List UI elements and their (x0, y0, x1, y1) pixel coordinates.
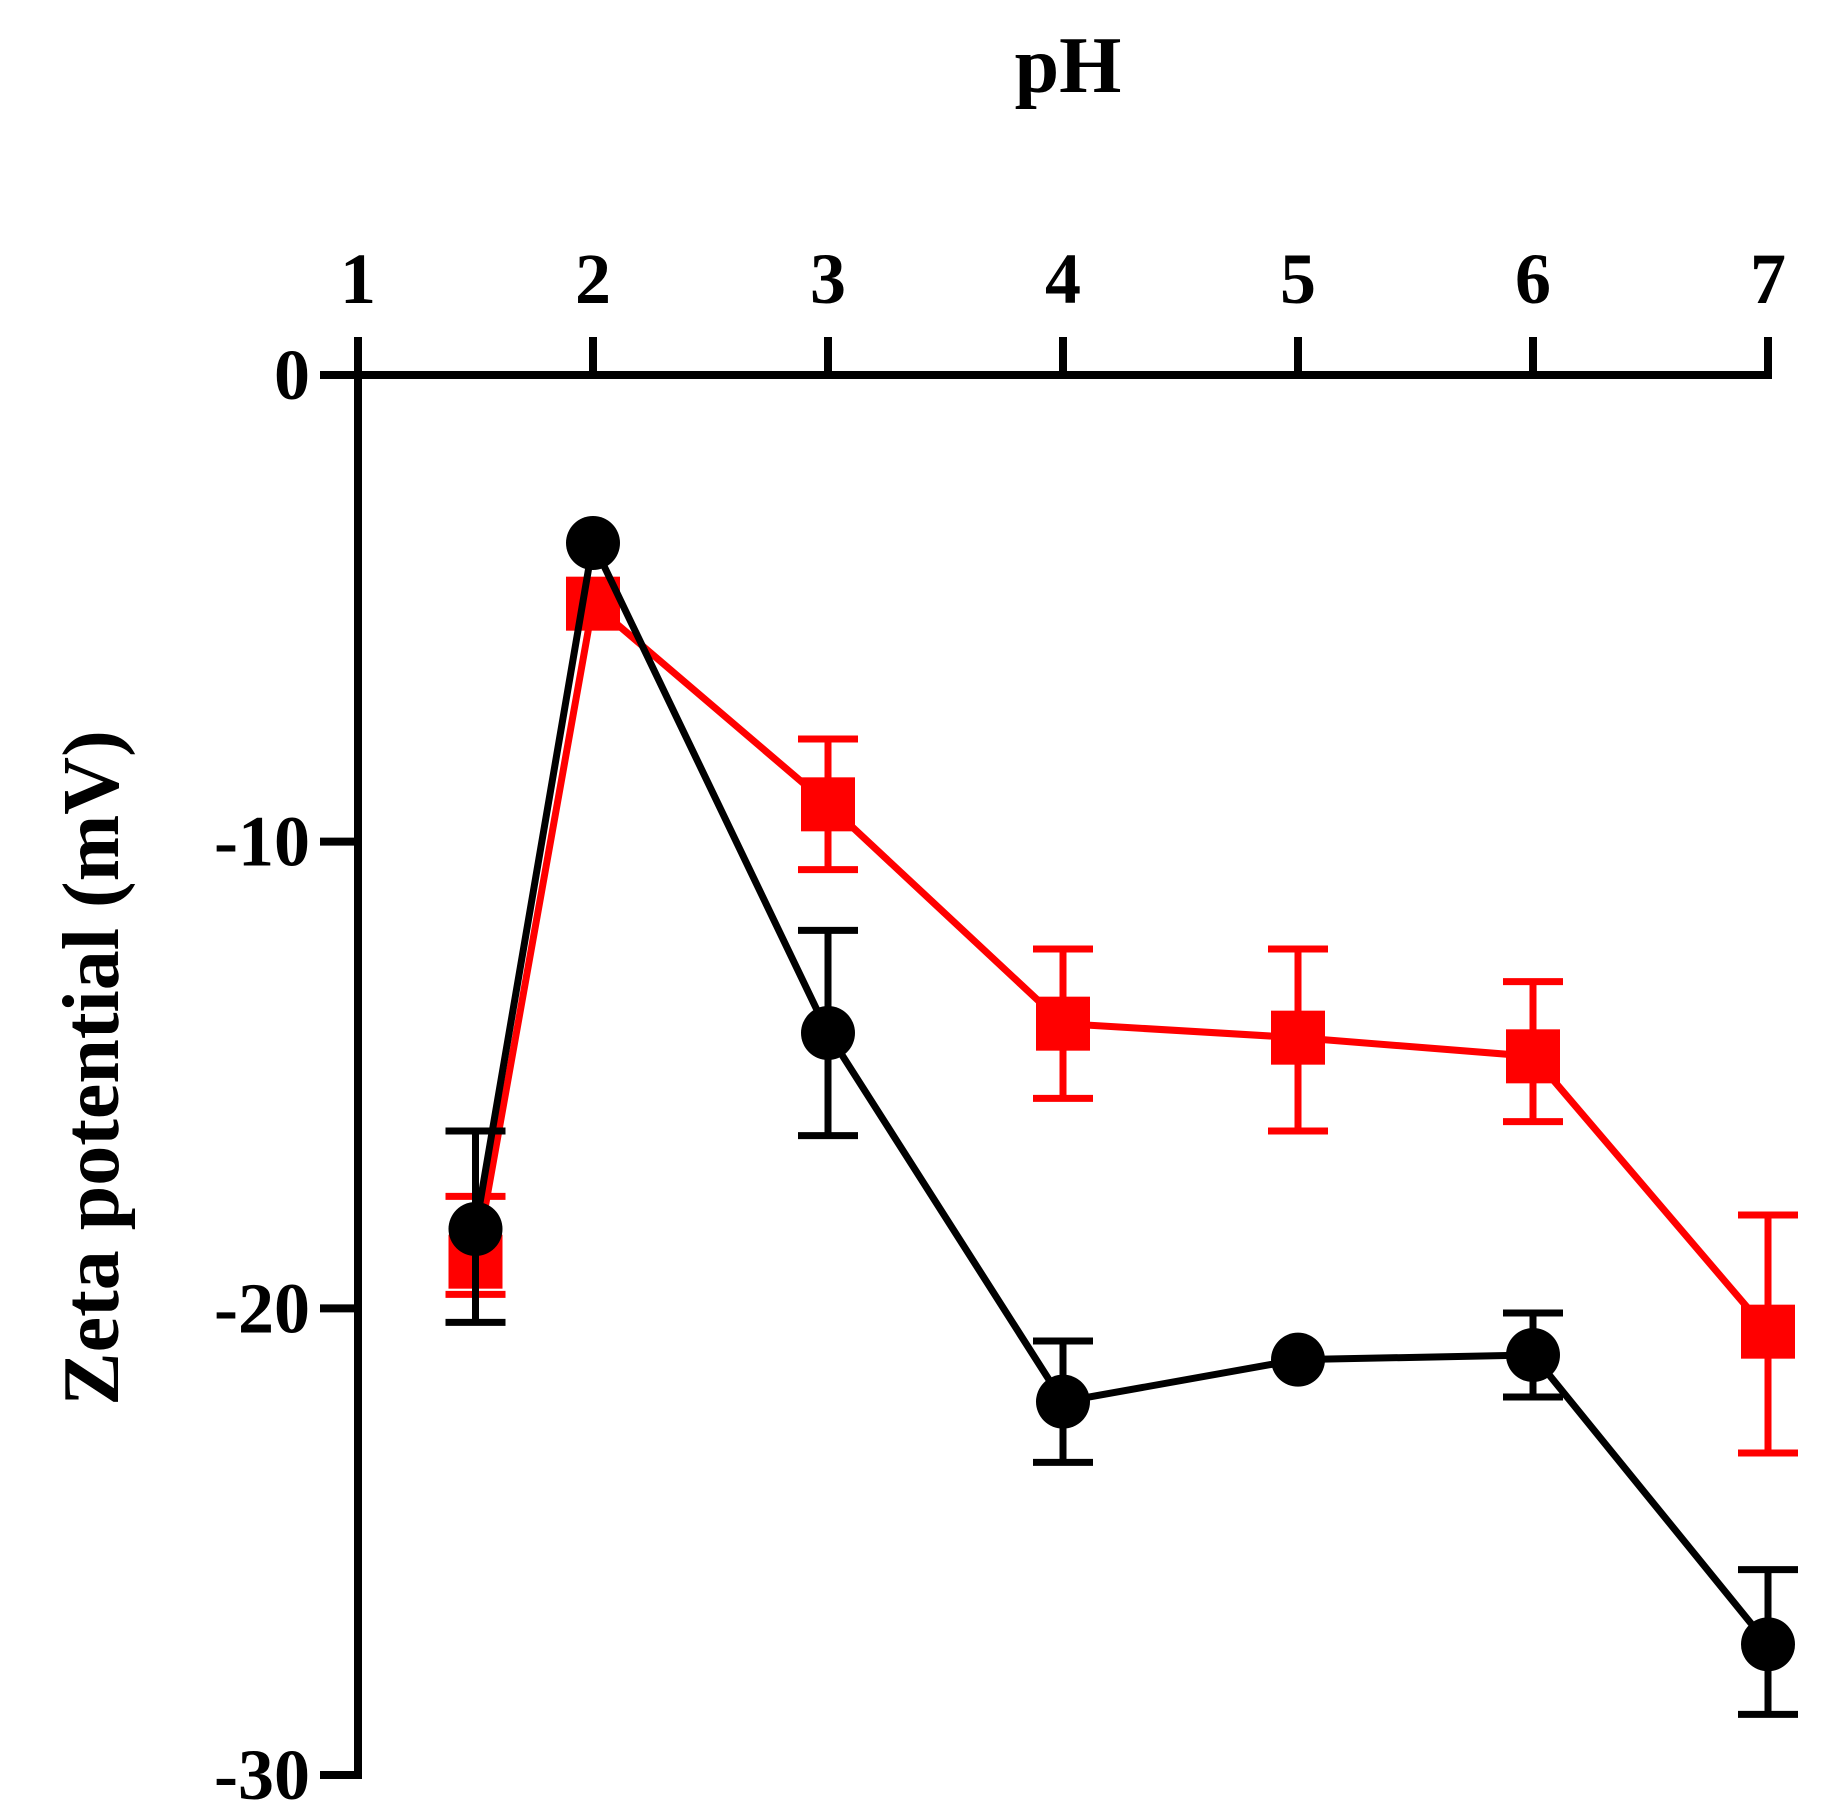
x-tick-label: 5 (1280, 239, 1316, 319)
y-tick-label: -20 (214, 1268, 310, 1348)
y-tick-label: -10 (214, 802, 310, 882)
data-point-square (1506, 1029, 1560, 1084)
data-point-circle (801, 1006, 855, 1060)
data-point-square (1271, 1010, 1325, 1065)
data-point-square (1036, 996, 1090, 1051)
x-axis-title: pH (1015, 22, 1122, 110)
x-tick-label: 2 (575, 239, 611, 319)
y-tick-label: -30 (214, 1735, 310, 1815)
data-point-circle (1036, 1374, 1090, 1429)
data-point-circle (448, 1202, 503, 1256)
axes: 1 2 3 4 5 6 7 0 -10 -20 -30 (214, 239, 1786, 1815)
data-point-circle (1271, 1332, 1325, 1387)
x-tick-label: 3 (810, 239, 846, 319)
x-tick-label: 6 (1515, 239, 1551, 319)
data-point-circle (1506, 1328, 1560, 1382)
series-layer (445, 516, 1798, 1718)
series-red-squares (445, 576, 1798, 1457)
data-point-circle (566, 516, 620, 570)
x-tick-label: 7 (1750, 239, 1786, 319)
data-point-circle (1741, 1617, 1795, 1672)
series-line (472, 539, 1771, 1647)
y-axis-title: Zeta potential (mV) (48, 730, 136, 1405)
x-tick-label: 1 (340, 239, 376, 319)
data-point-square (1741, 1304, 1795, 1359)
x-tick-label: 4 (1045, 239, 1081, 319)
series-line (472, 600, 1771, 1334)
y-tick-label: 0 (274, 335, 310, 415)
series-black-circles (445, 516, 1798, 1718)
data-point-square (801, 777, 855, 832)
